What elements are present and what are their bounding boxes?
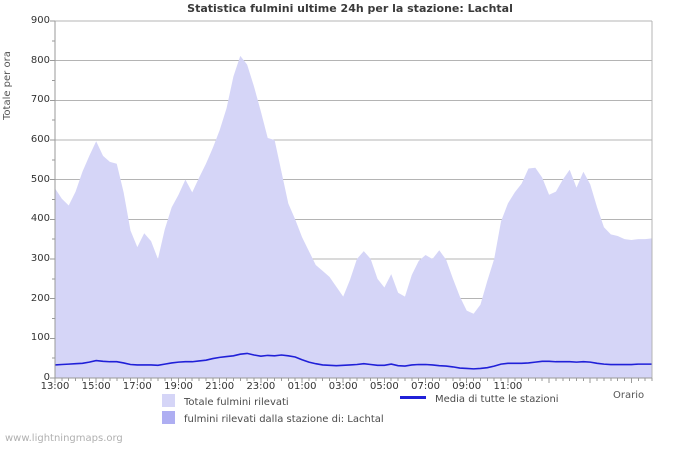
y-tick-label: 200 bbox=[30, 292, 50, 304]
y-tick-label: 900 bbox=[30, 15, 50, 26]
legend-item-station: fulmini rilevati dalla stazione di: Lach… bbox=[162, 411, 384, 425]
x-tick-label: 19:00 bbox=[164, 381, 193, 392]
x-tick-label: 15:00 bbox=[81, 381, 111, 392]
legend-item-total: Totale fulmini rilevati bbox=[162, 394, 289, 408]
x-tick-label: 11:00 bbox=[493, 381, 523, 392]
line-series-0 bbox=[54, 352, 652, 370]
legend-swatch-station bbox=[162, 411, 175, 424]
legend-label-average: Media di tutte le stazioni bbox=[435, 394, 559, 405]
y-tick-label: 400 bbox=[30, 213, 50, 225]
x-tick-label: 23:00 bbox=[246, 381, 276, 392]
chart-legend: Totale fulmini rilevati fulmini rilevati… bbox=[0, 392, 700, 428]
x-tick-label: 17:00 bbox=[122, 381, 152, 392]
chart-title: Statistica fulmini ultime 24h per la sta… bbox=[187, 2, 513, 15]
y-axis-tick-labels: 0 100 200 300 400 500 600 700 800 900 bbox=[18, 0, 50, 450]
y-tick-label: 800 bbox=[30, 54, 50, 66]
x-tick-label: 09:00 bbox=[452, 381, 482, 392]
y-tick-label: 600 bbox=[30, 134, 50, 145]
area-series-0 bbox=[55, 55, 652, 378]
x-tick-label: 05:00 bbox=[369, 381, 399, 392]
x-tick-label: 01:00 bbox=[287, 381, 317, 392]
legend-swatch-total bbox=[162, 394, 175, 407]
x-axis-title: Orario bbox=[613, 390, 645, 401]
y-tick-label: 100 bbox=[30, 332, 50, 344]
x-tick-label: 03:00 bbox=[328, 381, 358, 392]
legend-label-station: fulmini rilevati dalla stazione di: Lach… bbox=[184, 414, 384, 425]
y-tick-label: 700 bbox=[30, 94, 50, 106]
y-axis-title: Totale per ora bbox=[2, 51, 13, 120]
y-tick-label: 300 bbox=[30, 253, 50, 264]
legend-label-total: Totale fulmini rilevati bbox=[184, 397, 289, 408]
footer-url: www.lightningmaps.org bbox=[5, 433, 123, 444]
y-tick-label: 0 bbox=[43, 372, 50, 383]
x-tick-label: 21:00 bbox=[205, 381, 235, 392]
legend-item-average: Media di tutte le stazioni bbox=[400, 394, 559, 405]
x-tick-label: 13:00 bbox=[40, 381, 70, 392]
legend-line-average bbox=[400, 396, 426, 399]
y-tick-label: 500 bbox=[30, 173, 50, 185]
x-tick-label: 07:00 bbox=[411, 381, 440, 392]
